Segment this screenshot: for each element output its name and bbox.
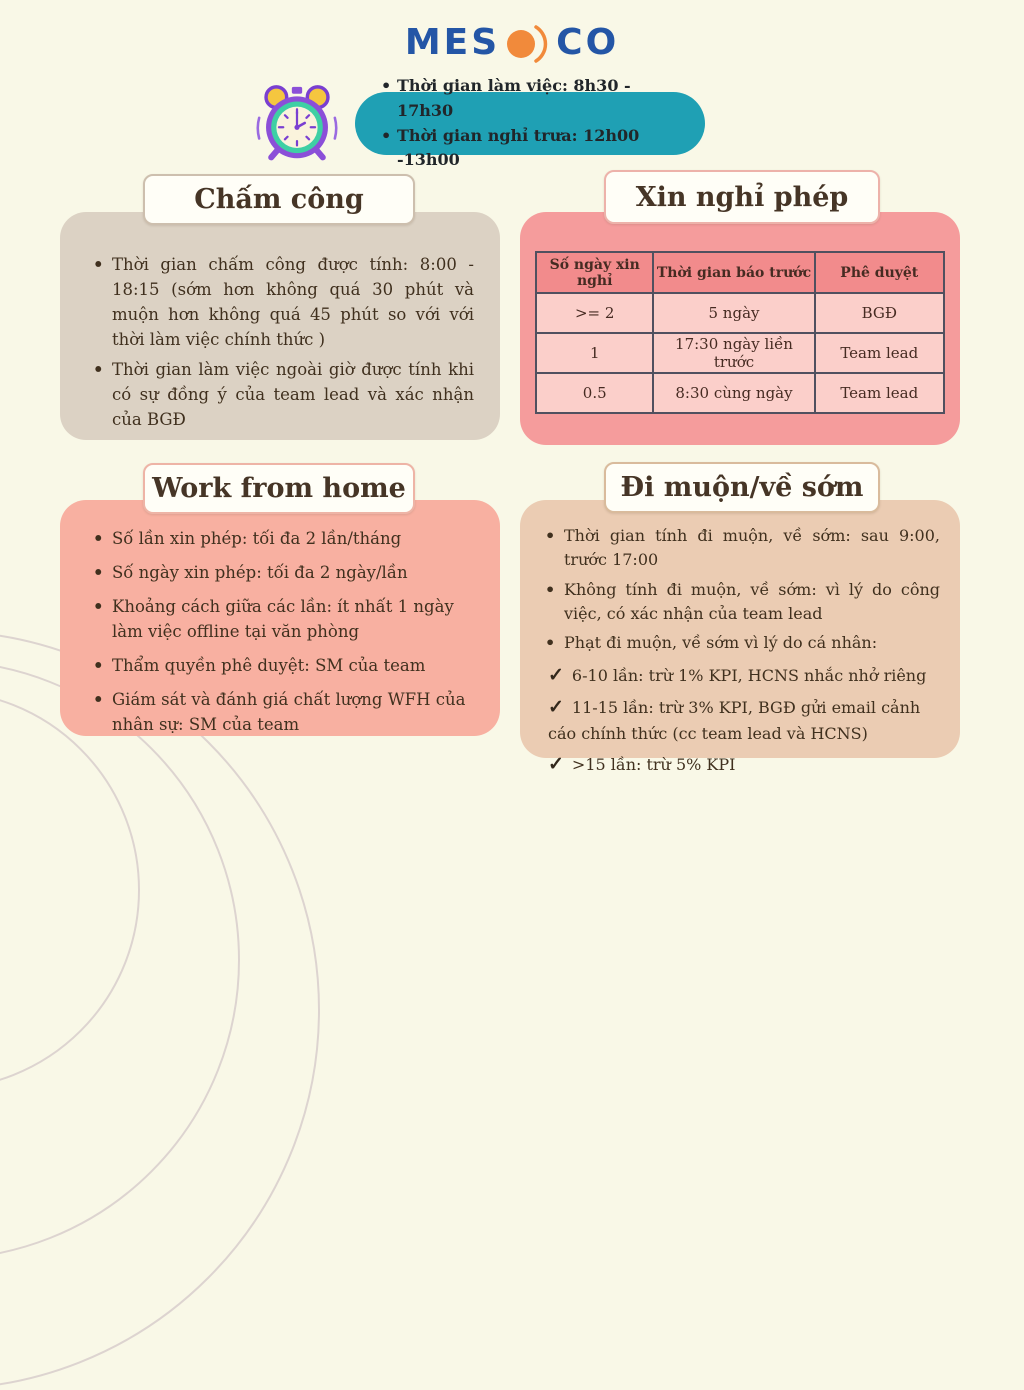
bullet-item: Số lần xin phép: tối đa 2 lần/tháng: [90, 526, 478, 551]
table-header-row: Số ngày xin nghỉ Thời gian báo trước Phê…: [534, 251, 946, 294]
wfh-bullet-list: Số lần xin phép: tối đa 2 lần/tháng Số n…: [90, 526, 478, 738]
check-icon: ✓: [548, 752, 564, 775]
di-muon-bullet-list: Thời gian tính đi muộn, về sớm: sau 9:00…: [542, 524, 940, 656]
logo-text-right: CO: [556, 22, 620, 63]
work-from-home-card: Số lần xin phép: tối đa 2 lần/tháng Số n…: [60, 500, 500, 736]
bullet-item: Số ngày xin phép: tối đa 2 ngày/lần: [90, 560, 478, 585]
penalty-line: ✓ 11-15 lần: trừ 3% KPI, BGĐ gửi email cả…: [542, 693, 940, 746]
table-header-cell: Thời gian báo trước: [652, 251, 816, 294]
table-header-cell: Số ngày xin nghỉ: [534, 251, 655, 294]
penalty-line: ✓ 6-10 lần: trừ 1% KPI, HCNS nhắc nhở riê…: [542, 661, 940, 690]
logo-text-left: MES: [404, 22, 501, 63]
check-icon: ✓: [548, 663, 564, 686]
bullet-item: Giám sát và đánh giá chất lượng WFH của …: [90, 687, 478, 737]
bullet-item: Thời gian tính đi muộn, về sớm: sau 9:00…: [542, 524, 940, 573]
penalty-text: 11-15 lần: trừ 3% KPI, BGĐ gửi email cản…: [548, 698, 921, 743]
leave-request-table: Số ngày xin nghỉ Thời gian báo trước Phê…: [534, 251, 946, 414]
table-row: >= 2 5 ngày BGĐ: [534, 292, 946, 334]
alarm-clock-icon: [256, 85, 338, 161]
lunch-break-line: Thời gian nghỉ trưa: 12h00 -13h00: [379, 124, 689, 174]
table-cell: 0.5: [534, 372, 655, 414]
work-from-home-title: Work from home: [143, 463, 415, 514]
table-cell: 5 ngày: [652, 292, 816, 334]
check-icon: ✓: [548, 696, 564, 719]
cham-cong-title: Chấm công: [143, 174, 415, 225]
penalty-line: ✓ >15 lần: trừ 5% KPI: [542, 750, 940, 779]
working-hours-banner: Thời gian làm việc: 8h30 - 17h30 Thời gi…: [355, 74, 705, 169]
mesoco-logo: MES CO: [0, 22, 1024, 63]
bullet-item: Không tính đi muộn, về sớm: vì lý do côn…: [542, 578, 940, 627]
di-muon-content: Thời gian tính đi muộn, về sớm: sau 9:00…: [542, 524, 940, 778]
xin-nghi-phep-title: Xin nghỉ phép: [604, 170, 880, 224]
penalty-text: >15 lần: trừ 5% KPI: [571, 754, 736, 774]
bullet-item: Thời gian làm việc ngoài giờ được tính k…: [90, 357, 474, 432]
table-cell: Team lead: [813, 372, 946, 414]
cham-cong-card: Thời gian chấm công được tính: 8:00 - 18…: [60, 212, 500, 440]
table-cell: BGĐ: [813, 292, 946, 334]
penalty-text: 6-10 lần: trừ 1% KPI, HCNS nhắc nhở riên…: [571, 665, 927, 685]
bullet-item: Thời gian chấm công được tính: 8:00 - 18…: [90, 252, 474, 352]
cham-cong-bullet-list: Thời gian chấm công được tính: 8:00 - 18…: [90, 252, 474, 433]
table-cell: 1: [534, 332, 655, 374]
bullet-item: Thẩm quyền phê duyệt: SM của team: [90, 653, 478, 678]
di-muon-ve-som-title: Đi muộn/về sớm: [604, 462, 880, 513]
bullet-item: Khoảng cách giữa các lần: ít nhất 1 ngày…: [90, 594, 478, 644]
table-header-cell: Phê duyệt: [813, 251, 946, 294]
table-row: 1 17:30 ngày liền trước Team lead: [534, 332, 946, 374]
table-cell: 17:30 ngày liền trước: [652, 332, 816, 374]
table-cell: 8:30 cùng ngày: [652, 372, 816, 414]
xin-nghi-phep-card: Số ngày xin nghỉ Thời gian báo trước Phê…: [520, 212, 960, 445]
di-muon-ve-som-card: Thời gian tính đi muộn, về sớm: sau 9:00…: [520, 500, 960, 775]
decorative-arc: [0, 630, 320, 1390]
working-hours-line: Thời gian làm việc: 8h30 - 17h30: [379, 74, 689, 124]
table-row: 0.5 8:30 cùng ngày Team lead: [534, 372, 946, 414]
bullet-item: Phạt đi muộn, về sớm vì lý do cá nhân:: [542, 631, 940, 656]
sun-logo-icon: [507, 24, 548, 63]
infographic-page: { "logo": { "text_left": "MES", "text_ri…: [0, 0, 1024, 768]
table-cell: Team lead: [813, 332, 946, 374]
table-cell: >= 2: [534, 292, 655, 334]
